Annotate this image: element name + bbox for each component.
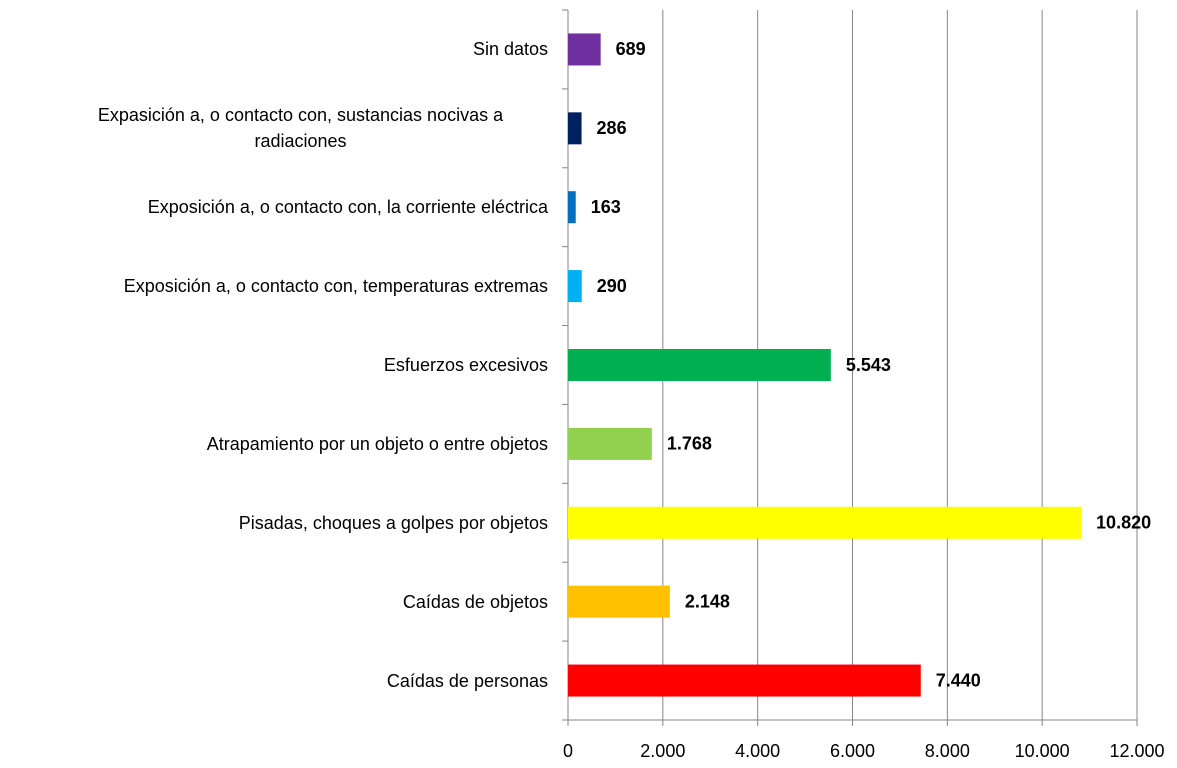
- bar: [568, 112, 582, 145]
- y-tick-label: Expasición a, o contacto con, sustancias…: [97, 105, 504, 152]
- x-tick-label: 12.000: [1109, 741, 1164, 761]
- value-label: 5.543: [846, 355, 891, 375]
- y-tick-label: Caídas de objetos: [402, 591, 548, 612]
- y-tick-label: Exposición a, o contacto con, temperatur…: [123, 276, 548, 297]
- y-tick-label: Caídas de personas: [386, 670, 548, 691]
- value-label: 290: [597, 276, 627, 296]
- value-label: 2.148: [685, 591, 730, 611]
- bar: [568, 349, 831, 381]
- value-label: 286: [597, 118, 627, 138]
- y-tick-label: Sin datos: [472, 39, 548, 60]
- bar: [568, 585, 670, 618]
- value-label: 7.440: [936, 670, 981, 690]
- x-tick-label: 6.000: [830, 741, 875, 761]
- bar: [568, 33, 601, 66]
- x-tick-label: 8.000: [925, 741, 970, 761]
- bar: [568, 506, 1082, 539]
- bar: [568, 427, 652, 460]
- y-tick-label: Atrapamiento por un objeto o entre objet…: [206, 433, 548, 454]
- bar: [568, 270, 582, 303]
- bar: [568, 191, 576, 224]
- bar: [568, 664, 921, 697]
- x-tick-label: 10.000: [1015, 741, 1070, 761]
- value-label: 1.768: [667, 434, 712, 454]
- x-tick-label: 0: [563, 741, 573, 761]
- value-label: 10.820: [1096, 513, 1151, 533]
- y-tick-label: Esfuerzos excesivos: [383, 355, 548, 375]
- x-tick-label: 4.000: [735, 741, 780, 761]
- value-label: 689: [616, 39, 646, 59]
- value-label: 163: [591, 197, 621, 217]
- y-tick-label: Pisadas, choques a golpes por objetos: [238, 512, 548, 533]
- x-tick-label: 2.000: [640, 741, 685, 761]
- y-tick-label: Exposición a, o contacto con, la corrien…: [147, 197, 548, 218]
